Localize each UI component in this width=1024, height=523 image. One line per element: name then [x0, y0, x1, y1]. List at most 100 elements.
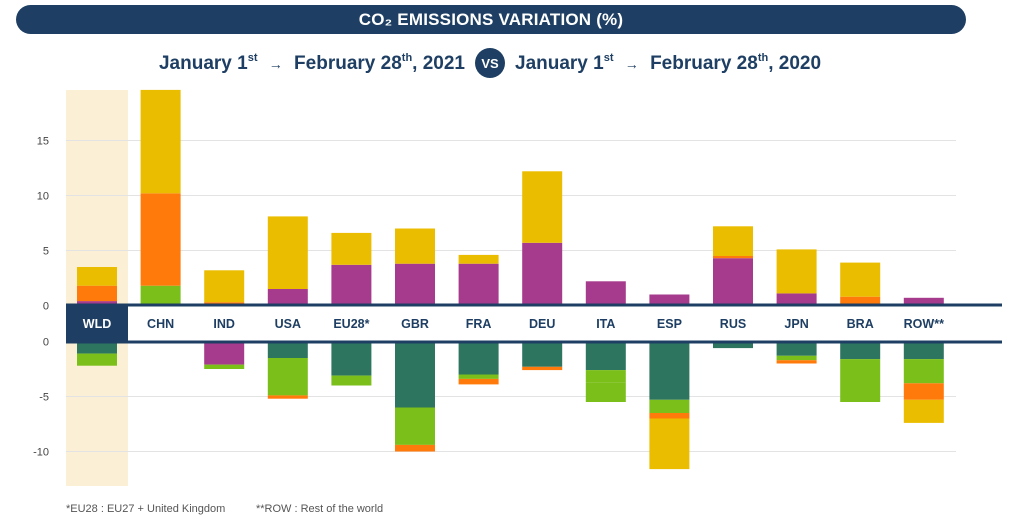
- bar-segment: [903, 383, 944, 400]
- bar-segment: [395, 228, 435, 264]
- bar-segment: [776, 360, 817, 364]
- bar-segment: [776, 355, 817, 361]
- bar-segment: [713, 256, 753, 259]
- category-label: GBR: [401, 317, 429, 331]
- bar-segment: [458, 378, 499, 385]
- bar-segment: [395, 444, 435, 452]
- highlight-category-cell: [66, 305, 128, 342]
- category-label: RUS: [720, 317, 746, 331]
- period-2020-start-sup: st: [603, 51, 614, 64]
- period-2021-end: February 28: [294, 52, 402, 74]
- footnote-row: **ROW : Rest of the world: [256, 503, 384, 515]
- bar-segment: [140, 193, 181, 286]
- footnote-eu28: *EU28 : EU27 + United Kingdom: [66, 503, 226, 515]
- bar-segment: [585, 341, 626, 371]
- period-2020-end: February 28: [650, 52, 758, 74]
- arrow-right-icon: →: [268, 55, 283, 72]
- bar-segment: [776, 293, 817, 306]
- category-label: USA: [275, 317, 301, 331]
- y-tick-label: 0: [43, 337, 49, 349]
- bar-segment: [267, 216, 308, 289]
- category-label: FRA: [466, 317, 492, 331]
- bar-segment: [522, 242, 563, 306]
- period-2020-end-sup: th: [757, 51, 769, 64]
- bar-segment: [649, 413, 690, 419]
- period-comparison: January 1st → February 28th, 2021 VS Jan…: [0, 46, 980, 80]
- period-2020-start: January 1: [515, 52, 604, 74]
- bar-segment: [204, 341, 245, 365]
- arrow-right-icon: →: [624, 55, 639, 72]
- bar-segment: [522, 366, 563, 371]
- y-tick-label: 10: [37, 191, 49, 203]
- category-label: BRA: [847, 317, 874, 331]
- period-2021-end-sup: th: [401, 51, 413, 64]
- bar-segment: [903, 399, 944, 423]
- bar-segment: [267, 358, 308, 396]
- bar-segment: [140, 285, 181, 306]
- category-label: WLD: [83, 317, 111, 331]
- bar-segment: [585, 382, 626, 402]
- bar-segment: [267, 395, 308, 399]
- bar-segment: [840, 359, 881, 402]
- bar-segment: [395, 341, 435, 408]
- category-label: JPN: [784, 317, 808, 331]
- chart-title-bar: CO₂ EMISSIONS VARIATION (%): [16, 5, 966, 34]
- bar-segment: [458, 263, 499, 306]
- bar-segment: [77, 285, 117, 302]
- bar-segment: [713, 258, 753, 306]
- bar-segment: [776, 249, 817, 294]
- bar-segment: [204, 364, 245, 369]
- bar-segment: [649, 399, 690, 413]
- y-tick-label: 15: [37, 136, 49, 148]
- bar-segment: [204, 270, 245, 303]
- y-tick-label: -5: [39, 392, 49, 404]
- y-tick-label: 5: [43, 246, 49, 258]
- period-2021: January 1st → February 28th, 2021: [159, 52, 465, 75]
- period-2020-year: , 2020: [768, 52, 822, 74]
- bar-segment: [77, 341, 117, 354]
- bar-segment: [903, 341, 944, 360]
- bar-segment: [77, 353, 117, 366]
- bar-segment: [713, 226, 753, 256]
- bar-segment: [649, 418, 690, 470]
- bar-segment: [395, 407, 435, 445]
- bar-segment: [522, 171, 563, 243]
- period-2021-start-sup: st: [247, 51, 258, 64]
- chart-title: CO₂ EMISSIONS VARIATION (%): [358, 9, 624, 29]
- bar-segment: [395, 263, 435, 306]
- bar-segment: [840, 296, 881, 306]
- period-2020: January 1st → February 28th, 2020: [515, 52, 821, 75]
- bar-segment: [267, 289, 308, 306]
- bar-segment: [903, 359, 944, 384]
- bar-segment: [77, 267, 117, 286]
- category-label: EU28*: [333, 317, 369, 331]
- bar-segment: [458, 341, 499, 375]
- period-2021-year: , 2021: [412, 52, 465, 74]
- bar-segment: [522, 341, 563, 367]
- bar-segment: [140, 89, 181, 194]
- bar-segment: [776, 341, 817, 356]
- bar-segment: [840, 262, 881, 297]
- bar-segment: [331, 264, 372, 306]
- bar-segment: [585, 370, 626, 383]
- bar-segment: [840, 341, 881, 360]
- bar-segment: [267, 341, 308, 358]
- category-label: ROW**: [904, 317, 944, 331]
- bar-segment: [331, 232, 372, 265]
- bar-segment: [458, 254, 499, 264]
- bar-segment: [903, 297, 944, 306]
- bar-segment: [649, 341, 690, 400]
- category-label: CHN: [147, 317, 174, 331]
- category-label: ITA: [596, 317, 615, 331]
- y-tick-label: 0: [43, 301, 49, 313]
- bar-segment: [649, 294, 690, 306]
- y-tick-label: -10: [33, 447, 49, 459]
- bar-segment: [585, 281, 626, 306]
- bar-segment: [713, 341, 753, 349]
- vs-badge: VS: [475, 48, 505, 78]
- bar-segment: [331, 341, 372, 376]
- bar-segment: [331, 375, 372, 386]
- period-2021-start: January 1: [158, 52, 248, 74]
- category-label: ESP: [657, 317, 682, 331]
